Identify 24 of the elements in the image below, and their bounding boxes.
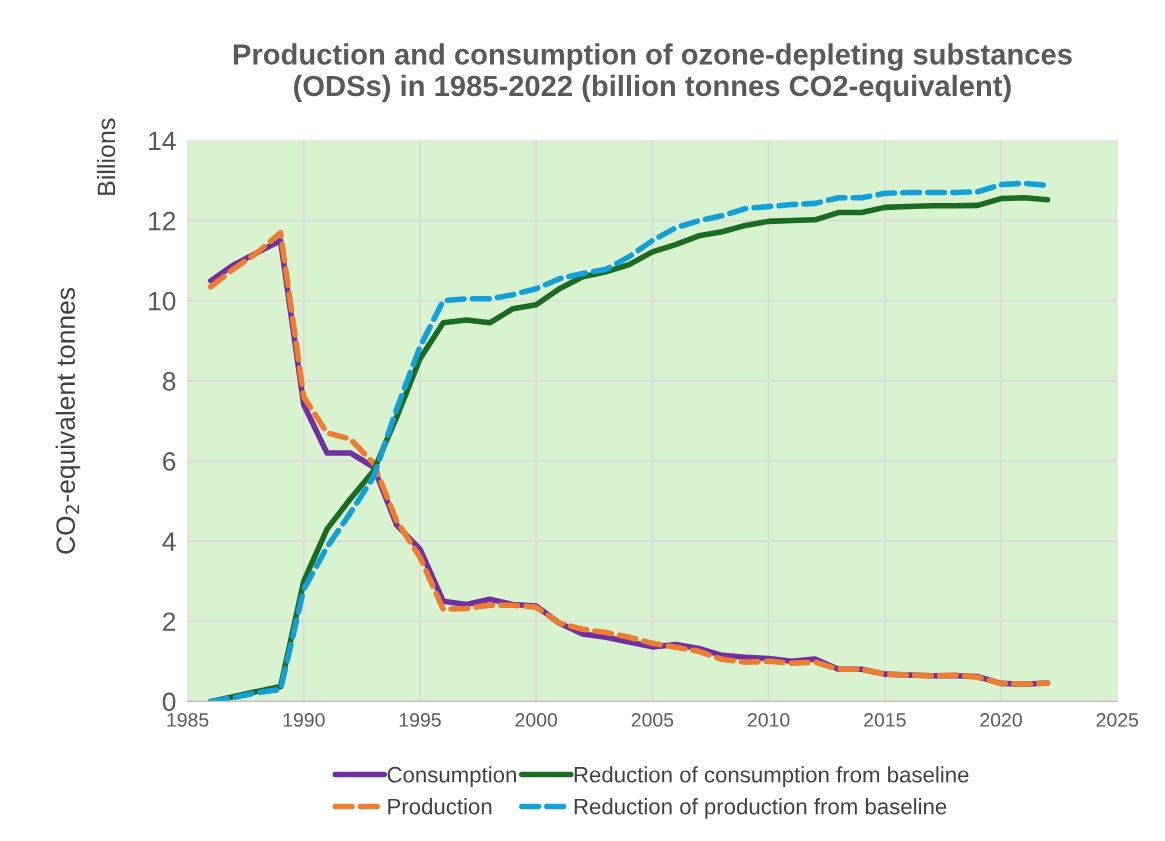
y-tick-label: 14 xyxy=(149,131,176,151)
y-axis-title: CO$_{2}$-equivalent tonnes xyxy=(55,287,81,554)
x-tick-label: 2010 xyxy=(747,713,790,727)
legend-label: Reduction of consumption from baseline xyxy=(574,766,969,787)
x-tick-label: 2015 xyxy=(864,713,906,727)
y-tick-label: 10 xyxy=(149,291,176,311)
x-tick-label: 1990 xyxy=(283,713,325,727)
text: Billions xyxy=(96,118,116,195)
x-tick-label: 2000 xyxy=(515,713,558,727)
x-tick-label: 2020 xyxy=(980,713,1022,727)
y-tick-label: 4 xyxy=(162,532,176,551)
x-tick-label: 1985 xyxy=(167,713,209,727)
chart-title: Production and consumption of ozone-depleting substances (ODSs) in 1985-2022 (billion tonnes CO2-equivalent) xyxy=(233,43,1072,103)
legend-label: Reduction of production from baseline xyxy=(574,798,947,819)
x-tick-label: 1995 xyxy=(399,713,441,727)
x-tick-label: 2025 xyxy=(1096,713,1139,727)
y-tick-label: 8 xyxy=(162,371,176,391)
y-tick-label: 2 xyxy=(163,612,176,631)
y-tick-label: 6 xyxy=(163,452,176,471)
legend-label: Consumption xyxy=(387,766,516,787)
y-tick-label: 0 xyxy=(162,692,176,712)
x-tick-label: 2005 xyxy=(631,713,674,727)
legend-label: Production xyxy=(388,798,492,815)
y-tick-label: 12 xyxy=(149,211,176,231)
